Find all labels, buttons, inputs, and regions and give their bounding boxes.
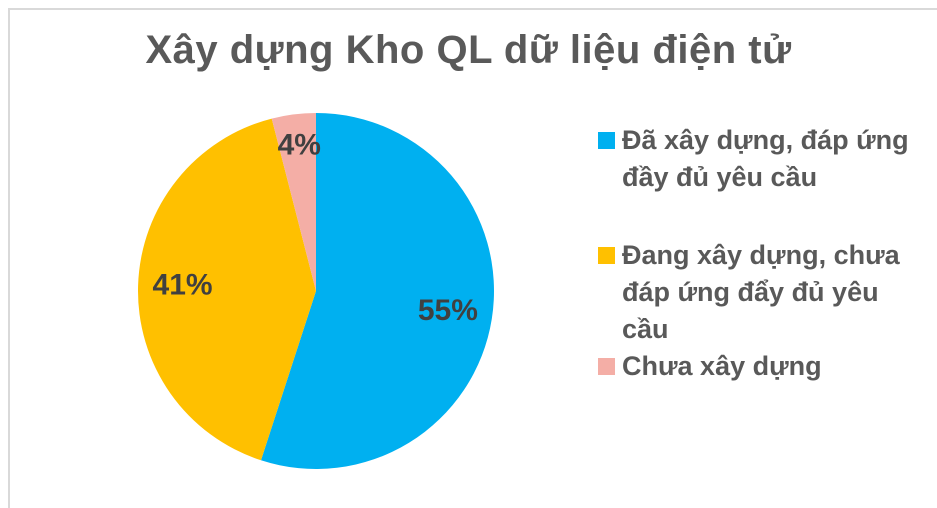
- legend-marker: [598, 358, 615, 375]
- data-label: 55%: [418, 294, 478, 327]
- chart-title: Xây dựng Kho QL dữ liệu điện tử: [145, 28, 792, 72]
- data-label: 4%: [278, 128, 321, 161]
- legend-label: Đang xây dựng, chưa đáp ứng đẩy đủ yêu c…: [622, 240, 900, 344]
- data-label: 41%: [153, 269, 213, 302]
- chart: 55% 41% 4%: [138, 113, 495, 469]
- legend-marker: [598, 247, 615, 264]
- legend-label: Đã xây dựng, đáp ứng đầy đủ yêu cầu: [622, 125, 909, 192]
- legend-marker: [598, 132, 615, 149]
- pie-slice: [138, 118, 316, 461]
- legend-item: Chưa xây dựng: [598, 348, 918, 385]
- legend-label: Chưa xây dựng: [622, 351, 822, 381]
- frame: [8, 8, 937, 508]
- legend-item: Đang xây dựng, chưa đáp ứng đẩy đủ yêu c…: [598, 237, 918, 348]
- legend-item: Đã xây dựng, đáp ứng đầy đủ yêu cầu: [598, 122, 918, 196]
- pie-slice: [260, 113, 495, 469]
- pie-slice: [271, 113, 316, 291]
- page: Xây dựng Kho QL dữ liệu điện tử 55% 41% 4%…: [8, 8, 937, 508]
